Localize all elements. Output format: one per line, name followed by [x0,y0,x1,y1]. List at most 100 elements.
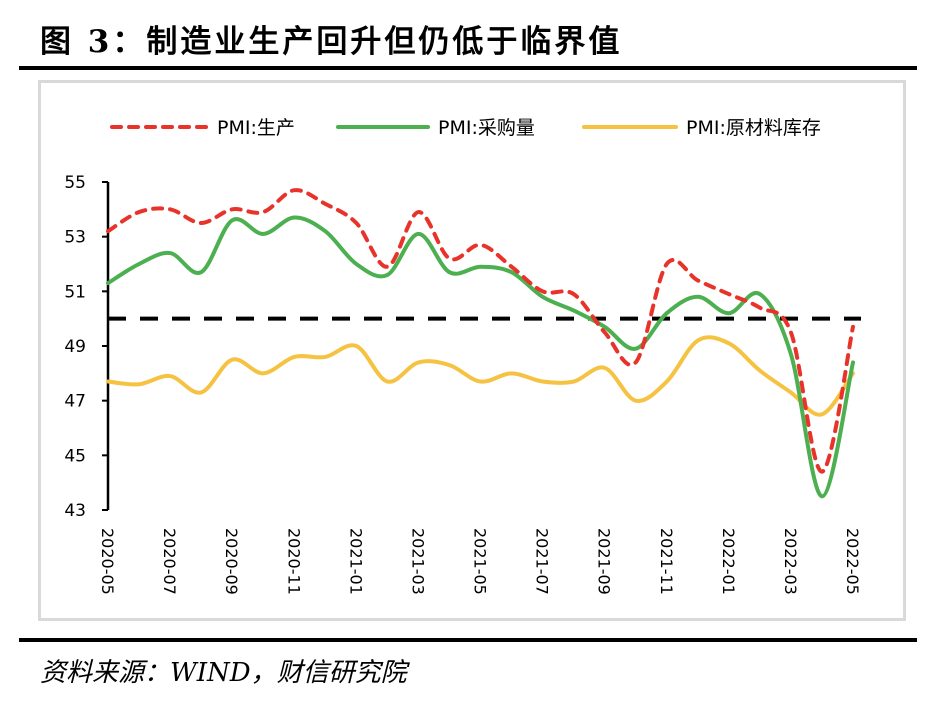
y-tick-label: 53 [64,228,86,248]
data-point-raw-material-inventory [385,380,389,384]
data-point-raw-material-inventory [727,341,731,345]
data-point-production [665,262,669,266]
data-point-production [479,243,483,247]
x-tick-label: 2021-05 [471,528,490,595]
x-tick-label: 2021-03 [408,528,427,595]
data-point-production [416,210,420,214]
data-point-purchase-volume [106,281,110,285]
bottom-rule [19,638,917,642]
data-point-raw-material-inventory [634,399,638,403]
data-point-production [261,210,265,214]
x-tick-label: 2022-01 [719,528,738,595]
legend-label-purchase-volume: PMI:采购量 [438,117,535,139]
data-point-production [292,188,296,192]
figure-title: 图 3：制造业生产回升但仍低于临界值 [40,24,623,60]
data-point-raw-material-inventory [665,380,669,384]
data-point-production [696,278,700,282]
legend: PMI:生产 PMI:采购量 PMI:原材料库存 [110,117,821,139]
data-point-raw-material-inventory [230,358,234,362]
data-point-purchase-volume [168,251,172,255]
legend-label-production: PMI:生产 [217,117,295,139]
data-point-raw-material-inventory [789,390,793,394]
data-point-production [323,202,327,206]
data-point-purchase-volume [510,270,514,274]
data-point-production [820,470,824,474]
y-tick-label: 47 [64,392,86,412]
data-point-production [510,265,514,269]
series-line-purchase-volume [106,215,855,499]
y-tick-label: 43 [64,501,86,521]
data-point-purchase-volume [851,360,855,364]
data-point-raw-material-inventory [199,390,203,394]
data-point-purchase-volume [199,270,203,274]
data-point-purchase-volume [230,218,234,222]
x-axis: 2020-05 2020-07 2020-09 2020-11 2021-01 2021-… [98,528,862,595]
data-point-production [106,229,110,233]
data-point-purchase-volume [727,311,731,315]
data-point-purchase-volume [416,232,420,236]
data-point-purchase-volume [292,216,296,220]
series-line-production [106,188,855,474]
x-tick-label: 2022-03 [781,528,800,595]
data-point-purchase-volume [479,265,483,269]
x-tick-label: 2020-05 [98,528,117,595]
data-point-raw-material-inventory [416,360,420,364]
data-point-raw-material-inventory [354,344,358,348]
data-point-production [851,325,855,329]
data-point-purchase-volume [603,325,607,329]
data-point-purchase-volume [696,295,700,299]
x-tick-label: 2021-09 [595,528,614,595]
legend-label-raw-material-inventory: PMI:原材料库存 [686,117,821,139]
x-tick-label: 2020-11 [284,528,303,595]
x-tick-label: 2021-11 [657,528,676,595]
data-point-purchase-volume [665,311,669,315]
data-point-purchase-volume [634,347,638,351]
data-point-production [385,265,389,269]
data-point-production [168,207,172,211]
data-point-production [541,289,545,293]
series-line-raw-material-inventory [106,335,855,417]
data-point-purchase-volume [758,292,762,296]
data-point-purchase-volume [137,262,141,266]
x-tick-label: 2021-07 [533,528,552,595]
source-note: 资料来源：WIND，财信研究院 [40,658,407,688]
data-point-raw-material-inventory [137,382,141,386]
data-point-production [789,330,793,334]
y-axis: 43 45 47 49 51 53 55 [64,173,110,521]
data-point-raw-material-inventory [106,380,110,384]
x-tick-label: 2020-07 [160,528,179,595]
data-point-purchase-volume [354,262,358,266]
data-point-raw-material-inventory [479,380,483,384]
data-point-production [603,330,607,334]
y-tick-label: 51 [64,282,86,302]
data-point-raw-material-inventory [292,355,296,359]
data-point-raw-material-inventory [758,369,762,373]
data-point-raw-material-inventory [820,412,824,416]
data-point-purchase-volume [541,295,545,299]
y-tick-label: 55 [64,173,86,193]
y-tick-label: 45 [64,446,86,466]
data-point-purchase-volume [447,270,451,274]
data-point-production [230,207,234,211]
data-point-production [447,257,451,261]
data-point-production [727,292,731,296]
data-point-purchase-volume [385,273,389,277]
data-point-production [572,292,576,296]
x-tick-label: 2022-05 [843,528,862,595]
data-point-raw-material-inventory [510,371,514,375]
data-point-raw-material-inventory [572,380,576,384]
data-point-raw-material-inventory [168,374,172,378]
chart-frame [38,80,906,621]
data-point-production [137,210,141,214]
data-point-purchase-volume [261,232,265,236]
top-rule [19,66,917,70]
data-point-raw-material-inventory [603,366,607,370]
data-point-raw-material-inventory [323,355,327,359]
data-point-raw-material-inventory [261,371,265,375]
x-tick-label: 2021-01 [346,528,365,595]
data-point-raw-material-inventory [541,380,545,384]
data-point-purchase-volume [789,352,793,356]
y-tick-label: 49 [64,337,86,357]
data-point-purchase-volume [323,229,327,233]
